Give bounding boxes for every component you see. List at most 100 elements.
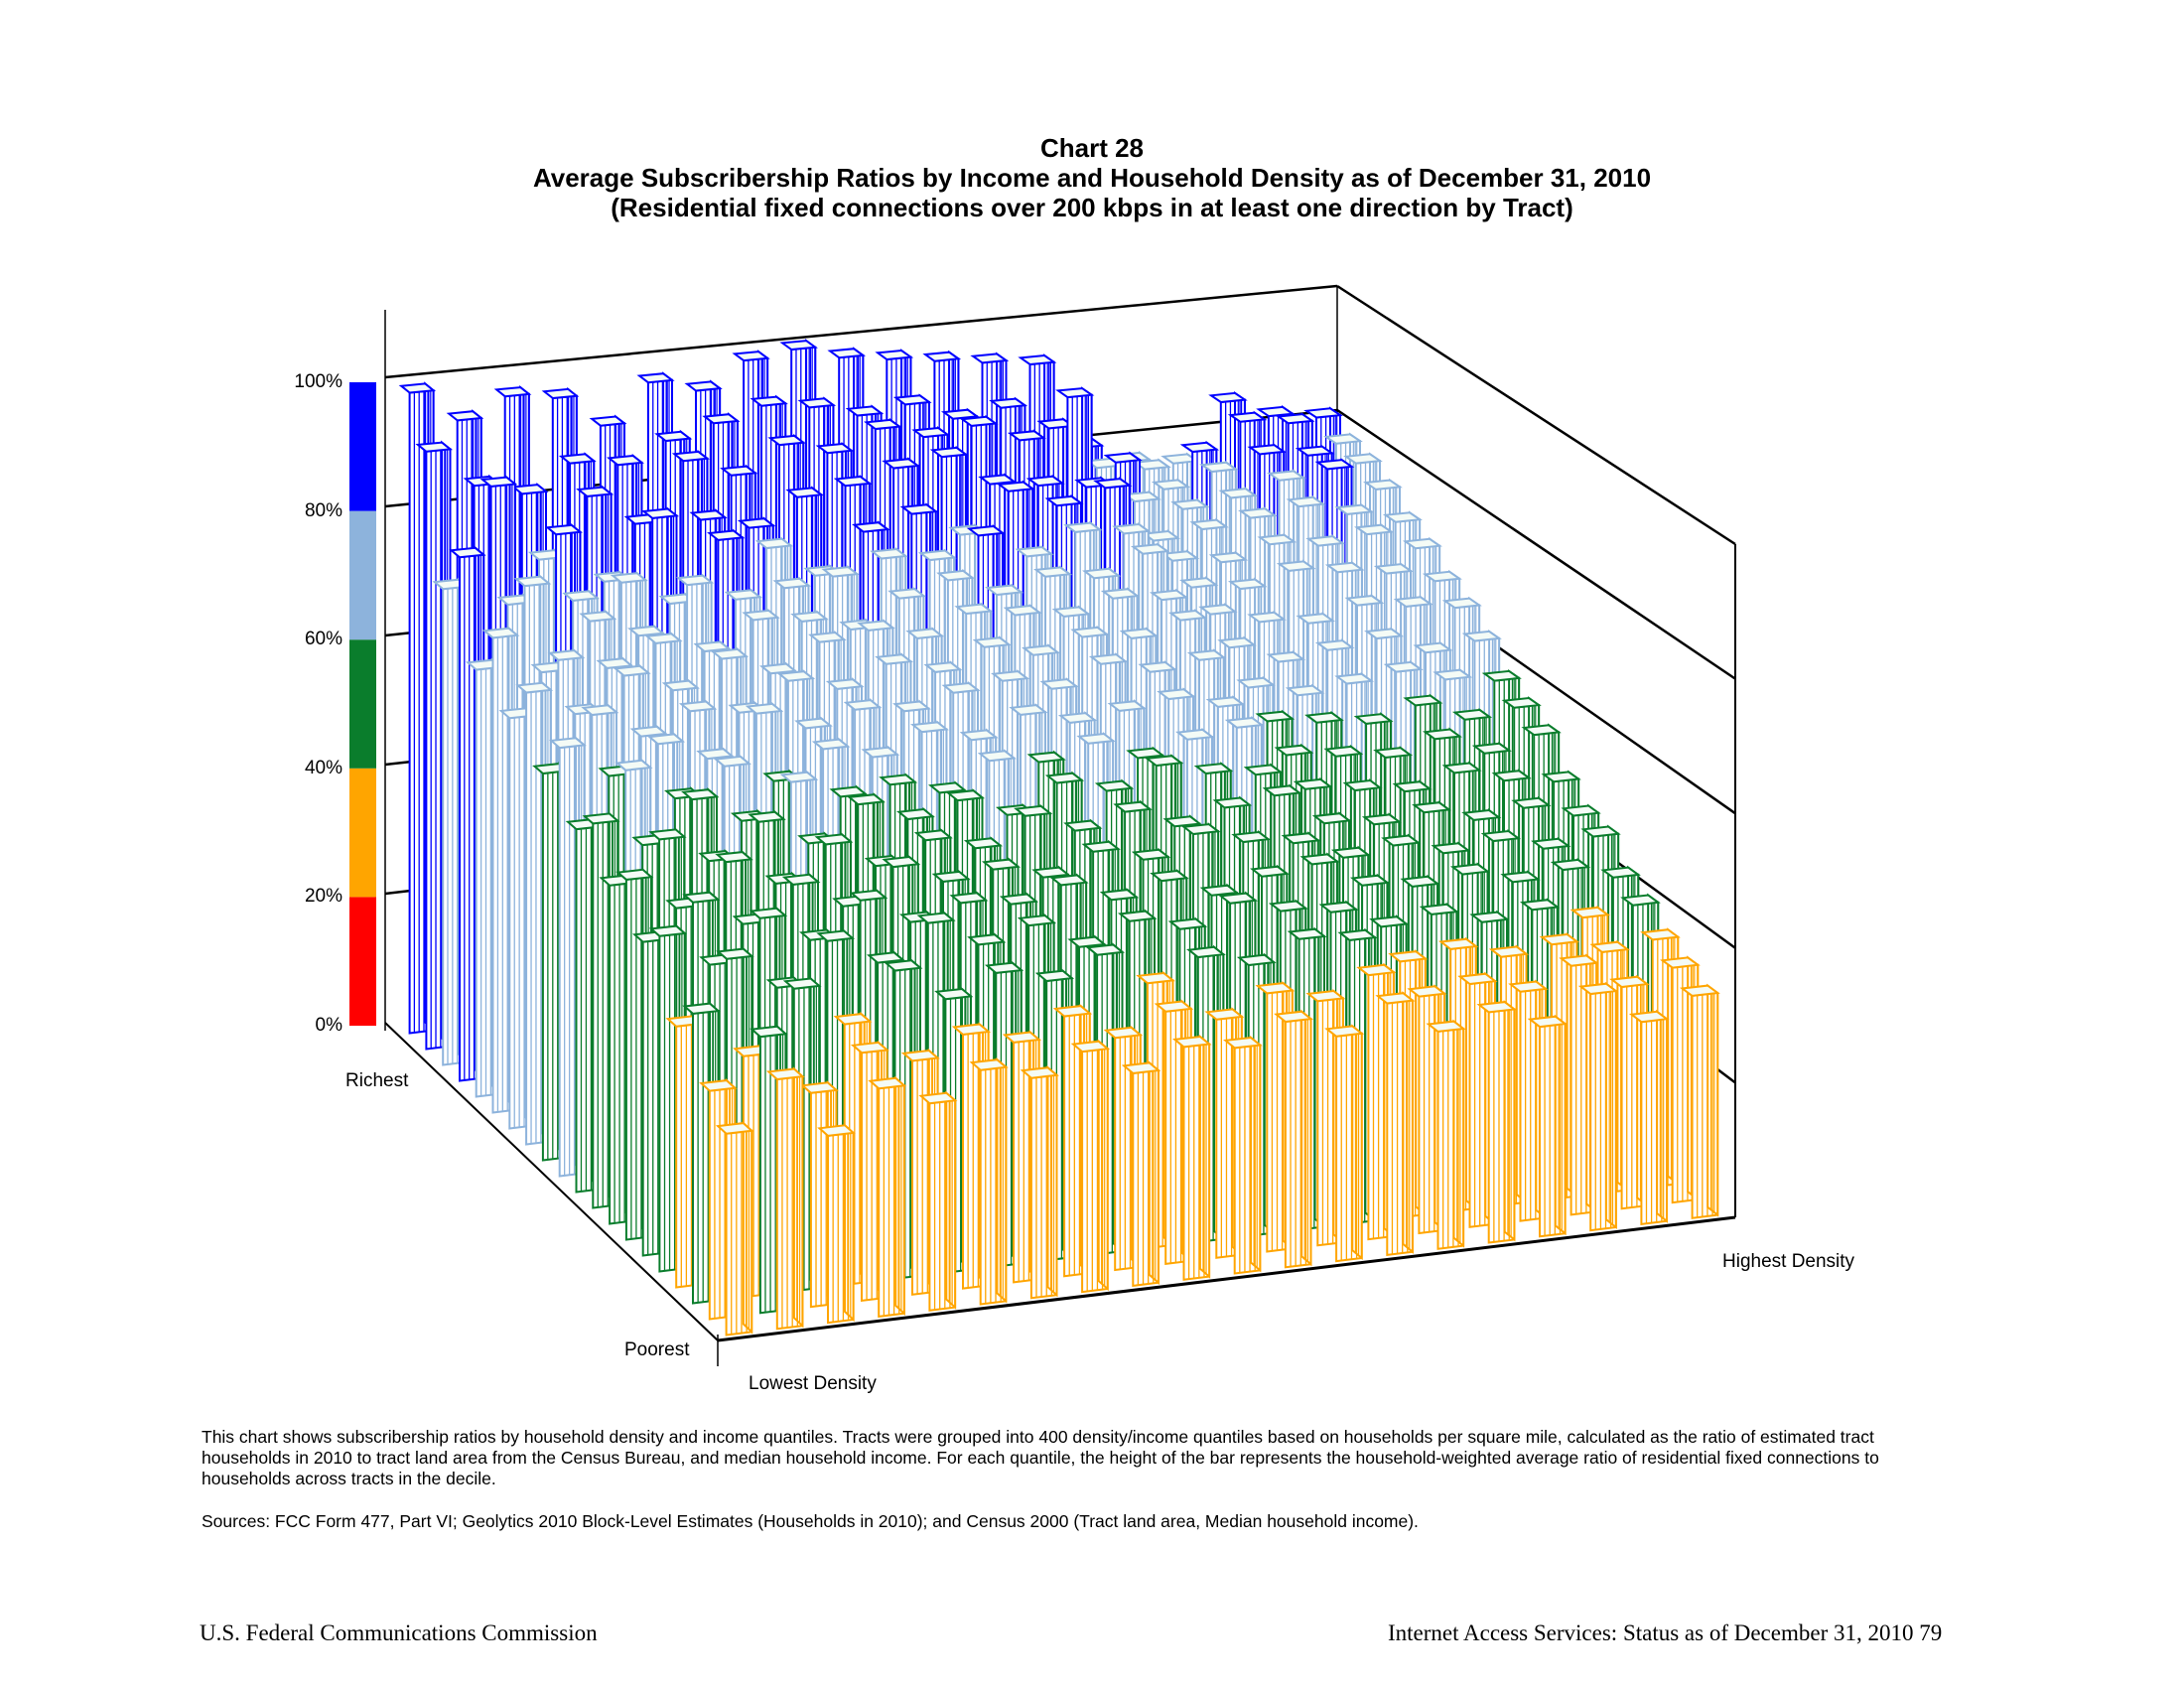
bar-top-face: [779, 771, 819, 783]
bar-top-face: [1640, 928, 1681, 941]
bar-side-face: [996, 1057, 1008, 1304]
bar-top-face: [1026, 751, 1066, 764]
bar-top-face: [1052, 1005, 1093, 1018]
bar-top-face: [1093, 478, 1133, 490]
bar: [1527, 1014, 1569, 1238]
bar-top-face: [720, 465, 758, 477]
bar: [817, 1123, 856, 1325]
bar-top-face: [1227, 411, 1268, 423]
bar-top-face: [1257, 533, 1297, 546]
bar-top-face: [1323, 433, 1363, 445]
bar-top-face: [843, 699, 883, 711]
bar-top-face: [1268, 900, 1308, 913]
bar-side-face: [742, 1120, 753, 1335]
bar-top-face: [963, 837, 1004, 850]
bar-top-face: [1438, 937, 1479, 950]
bar-top-face: [1334, 503, 1375, 515]
bar-top-face: [646, 733, 686, 746]
bar-top-face: [1171, 1035, 1212, 1049]
bar-top-face: [1151, 479, 1191, 491]
bar-top-face: [1419, 903, 1459, 915]
bar-top-face: [941, 681, 981, 694]
chart-subtitle: Average Subscribership Ratios by Income …: [532, 163, 1652, 193]
bar-top-face: [1218, 488, 1259, 499]
bar-top-face: [1276, 560, 1316, 572]
bar-top-face: [917, 549, 957, 562]
bar-top-face: [1117, 910, 1158, 922]
bar-top-face: [989, 397, 1028, 409]
bar-top-face: [811, 738, 851, 751]
bar-top-face: [558, 453, 597, 465]
bar-top-face: [737, 517, 776, 529]
bar-top-face: [515, 681, 554, 694]
bar-top-face: [1007, 430, 1046, 442]
bar-top-face: [1361, 813, 1402, 826]
bar-top-face: [1461, 808, 1502, 821]
bar-top-face: [1550, 858, 1591, 872]
bar-top-face: [582, 812, 620, 825]
bar-top-face: [864, 418, 902, 431]
bar-top-face: [825, 678, 865, 690]
chart-titles: Chart 28 Average Subscribership Ratios b…: [0, 133, 2184, 222]
bar-top-face: [675, 574, 715, 587]
bar-top-face: [1198, 603, 1238, 616]
bar-top-face: [1136, 971, 1175, 985]
bars-group: [398, 339, 1720, 1336]
bar-top-face: [870, 547, 908, 560]
bar-top-face: [1295, 445, 1335, 457]
bar-top-face: [1354, 523, 1395, 536]
z-tick-label: 80%: [304, 499, 342, 521]
bar-top-face: [1304, 711, 1344, 724]
bar-top-face: [449, 546, 486, 559]
bar-top-face: [576, 486, 614, 497]
bar-top-face: [1449, 863, 1491, 876]
bar-top-face: [940, 408, 980, 420]
bar-top-face: [1034, 969, 1075, 983]
bar-top-face: [1349, 874, 1391, 887]
bar-top-face: [934, 987, 974, 1001]
bar-top-face: [1402, 537, 1442, 550]
bar-top-face: [1628, 1010, 1670, 1024]
bar-top-face: [905, 628, 945, 639]
bar-top-face: [1002, 1031, 1042, 1044]
bar-top-face: [1070, 626, 1110, 638]
bar-top-face: [814, 833, 854, 846]
bar-top-face: [1660, 956, 1701, 969]
bar-top-face: [1274, 744, 1314, 757]
bar-top-face: [981, 858, 1021, 871]
bar-top-face: [850, 1041, 889, 1055]
bar-top-face: [1330, 846, 1371, 859]
bar-top-face: [1036, 418, 1076, 430]
bar-top-face: [779, 340, 818, 352]
bar-top-face: [1441, 762, 1482, 774]
bar: [1679, 983, 1720, 1219]
bar-top-face: [849, 889, 888, 902]
bar-top-face: [607, 454, 644, 467]
bar-top-face: [636, 372, 675, 384]
bar-top-face: [1039, 678, 1079, 690]
bar-top-face: [1620, 894, 1661, 907]
bar-top-face: [1186, 945, 1226, 959]
bar-top-face: [648, 924, 688, 937]
right-wall-gridline-80: [1336, 408, 1736, 680]
bar-top-face: [929, 446, 969, 459]
bar-top-face: [1167, 609, 1208, 622]
bar-top-face: [785, 487, 824, 498]
bar-top-face: [816, 929, 856, 942]
bar-top-face: [1009, 704, 1048, 716]
bar-top-face: [589, 415, 627, 427]
bar-top-face: [1094, 779, 1135, 792]
bar-top-face: [614, 759, 653, 772]
bar-top-face: [1250, 865, 1290, 878]
bar-top-face: [1471, 742, 1512, 755]
bar-top-face: [724, 589, 763, 601]
bar-top-face: [936, 569, 976, 582]
bar: [1070, 1039, 1111, 1294]
bar: [1171, 1034, 1212, 1281]
bar-top-face: [949, 892, 989, 905]
income-axis-line: [384, 1022, 719, 1341]
bar-side-face: [894, 1075, 905, 1317]
bar-top-face: [629, 725, 668, 738]
bar-top-face: [1373, 747, 1414, 759]
